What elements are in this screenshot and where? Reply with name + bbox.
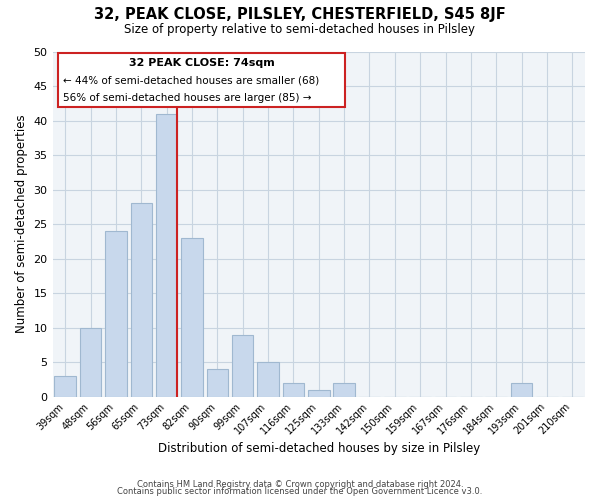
Bar [206, 369, 228, 396]
Text: 32 PEAK CLOSE: 74sqm: 32 PEAK CLOSE: 74sqm [129, 58, 275, 68]
Bar [257, 362, 279, 396]
Y-axis label: Number of semi-detached properties: Number of semi-detached properties [15, 115, 28, 334]
Text: 56% of semi-detached houses are larger (85) →: 56% of semi-detached houses are larger (… [63, 93, 311, 103]
FancyBboxPatch shape [58, 53, 346, 106]
Text: Contains public sector information licensed under the Open Government Licence v3: Contains public sector information licen… [118, 487, 482, 496]
X-axis label: Distribution of semi-detached houses by size in Pilsley: Distribution of semi-detached houses by … [158, 442, 480, 455]
Bar [308, 390, 329, 396]
Text: Contains HM Land Registry data © Crown copyright and database right 2024.: Contains HM Land Registry data © Crown c… [137, 480, 463, 489]
Bar [181, 238, 203, 396]
Bar [334, 383, 355, 396]
Bar [156, 114, 178, 397]
Bar [55, 376, 76, 396]
Bar [131, 204, 152, 396]
Bar [80, 328, 101, 396]
Text: Size of property relative to semi-detached houses in Pilsley: Size of property relative to semi-detach… [125, 22, 476, 36]
Bar [283, 383, 304, 396]
Text: 32, PEAK CLOSE, PILSLEY, CHESTERFIELD, S45 8JF: 32, PEAK CLOSE, PILSLEY, CHESTERFIELD, S… [94, 8, 506, 22]
Bar [511, 383, 532, 396]
Text: ← 44% of semi-detached houses are smaller (68): ← 44% of semi-detached houses are smalle… [63, 76, 319, 86]
Bar [232, 334, 253, 396]
Bar [105, 231, 127, 396]
